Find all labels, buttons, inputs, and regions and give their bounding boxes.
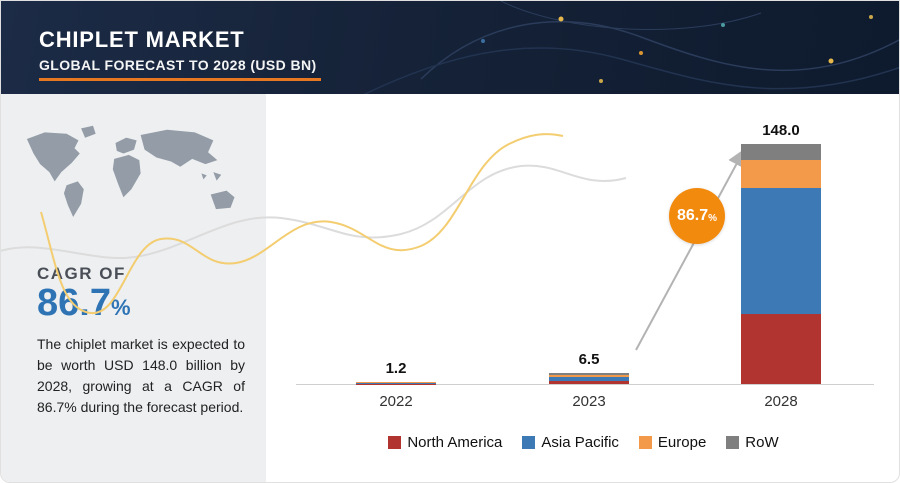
growth-badge-value: 86.7 <box>676 207 709 224</box>
legend-swatch-europe <box>638 436 652 449</box>
segment-row <box>549 373 629 375</box>
cagr-value: 86.7% <box>37 282 131 325</box>
legend-label: Asia Pacific <box>541 434 619 451</box>
segment-row <box>741 144 821 161</box>
bar-value-label: 6.5 <box>578 351 600 369</box>
legend-swatch-north-america <box>388 436 402 449</box>
cagr-number: 86.7 <box>37 282 111 324</box>
legend-item-europe: Europe <box>638 434 707 451</box>
segment-europe <box>549 374 629 377</box>
bar-stack <box>741 144 821 384</box>
x-axis-label-2022: 2022 <box>379 393 413 410</box>
bar-value-label: 148.0 <box>762 122 800 140</box>
bar-2022: 1.2 <box>356 360 436 384</box>
bar-2028: 148.0 <box>741 122 821 384</box>
segment-north-america <box>741 314 821 384</box>
header-circuit-decoration <box>363 1 899 94</box>
cagr-description: The chiplet market is expected to be wor… <box>37 336 245 415</box>
legend-label: Europe <box>657 434 707 451</box>
segment-asia-pacific <box>741 187 821 315</box>
page-title: CHIPLET MARKET <box>39 27 245 52</box>
cagr-percent-sign: % <box>110 295 131 320</box>
header: CHIPLET MARKET GLOBAL FORECAST TO 2028 (… <box>1 1 899 94</box>
x-axis-line <box>296 384 874 385</box>
x-axis-labels: 2022 2023 2028 <box>266 393 899 415</box>
legend-item-row: RoW <box>726 434 779 451</box>
bar-value-label: 1.2 <box>385 360 407 378</box>
growth-badge-percent-sign: % <box>708 212 718 224</box>
legend-label: North America <box>407 434 503 451</box>
header-accent-line <box>39 78 321 81</box>
legend-item-north-america: North America <box>388 434 502 451</box>
legend: North America Asia Pacific Europe RoW <box>266 434 899 451</box>
legend-item-asia-pacific: Asia Pacific <box>522 434 619 451</box>
segment-europe <box>741 160 821 188</box>
page-subtitle: GLOBAL FORECAST TO 2028 (USD BN) <box>39 57 317 73</box>
legend-label: RoW <box>745 434 779 451</box>
cagr-label: CAGR OF <box>37 264 126 283</box>
bar-2023: 6.5 <box>549 351 629 384</box>
bar-stack <box>549 373 629 384</box>
segment-asia-pacific <box>549 376 629 381</box>
bar-stack <box>356 382 436 384</box>
x-axis-label-2023: 2023 <box>572 393 606 410</box>
segment-asia-pacific <box>356 382 436 384</box>
segment-north-america <box>549 380 629 384</box>
legend-swatch-row <box>726 436 740 449</box>
left-panel: CAGR OF 86.7% The chiplet market is expe… <box>1 94 266 482</box>
world-map <box>26 125 235 218</box>
chart-area: 1.2 6.5 148.0 86.7% 2022 2023 2028 North Ame… <box>266 94 899 482</box>
legend-swatch-asia-pacific <box>522 436 536 449</box>
growth-badge: 86.7% <box>669 188 725 244</box>
x-axis-label-2028: 2028 <box>764 393 798 410</box>
